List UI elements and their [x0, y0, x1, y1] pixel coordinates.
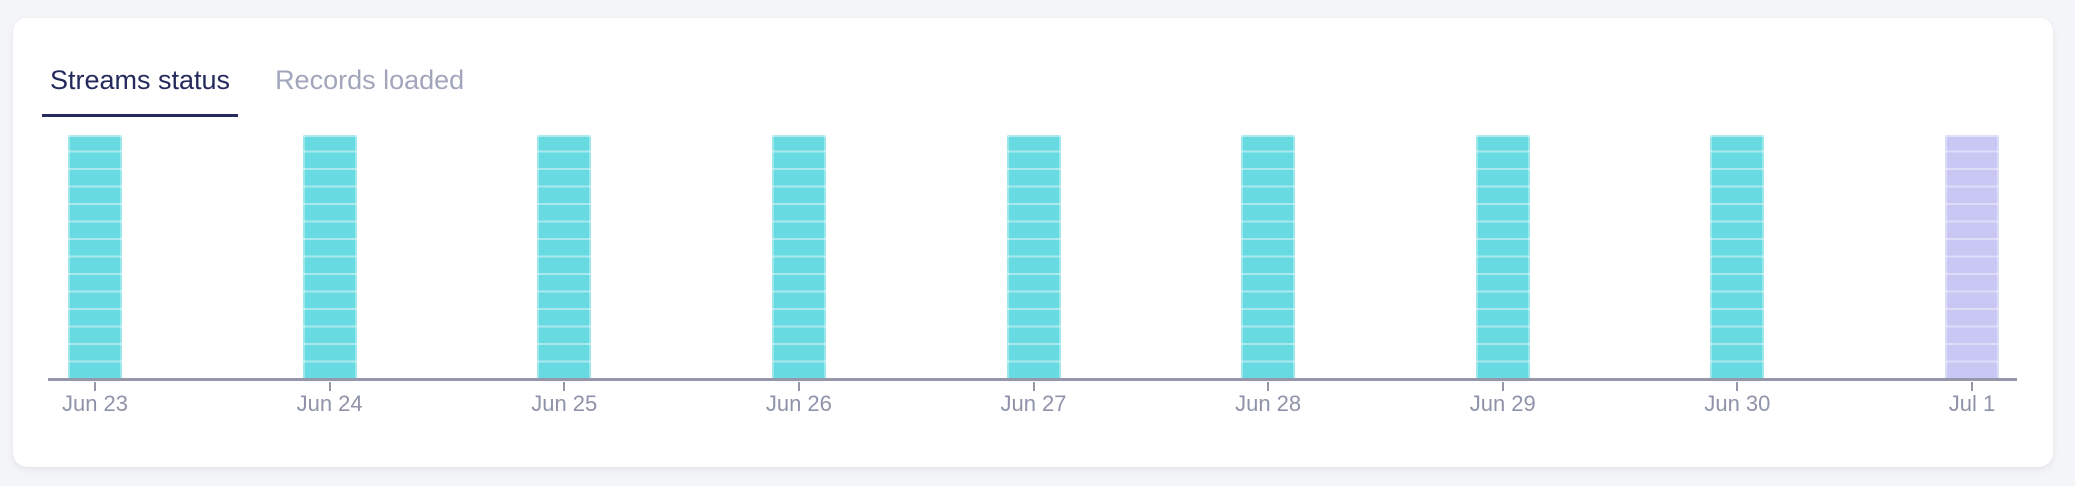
bar-column: Jul 1 [1945, 135, 1999, 416]
bar-jul-1[interactable] [1945, 135, 1999, 380]
bar-column: Jun 28 [1235, 135, 1301, 416]
x-axis-label: Jun 30 [1704, 391, 1771, 416]
x-axis-label: Jun 23 [61, 391, 129, 416]
bar-jun-28[interactable] [1241, 135, 1296, 380]
bar-jun-27[interactable] [1006, 135, 1061, 380]
bar-jun-24[interactable] [302, 135, 357, 380]
bar-jun-23[interactable] [68, 135, 122, 380]
x-axis-line [48, 378, 2017, 381]
axis-tick [1501, 382, 1504, 391]
tab-records-loaded[interactable]: Records loaded [275, 65, 465, 95]
axis-tick [328, 382, 331, 391]
x-axis-label: Jun 24 [296, 391, 363, 416]
x-axis-label: Jun 25 [531, 391, 598, 416]
axis-tick [1971, 382, 1973, 391]
bar-column: Jun 26 [766, 135, 832, 416]
axis-tick [797, 382, 800, 391]
x-axis-label: Jul 1 [1948, 391, 1996, 416]
x-axis-label: Jun 28 [1235, 391, 1302, 416]
tab-bar: Streams status Records loaded [42, 64, 472, 117]
axis-tick [1032, 382, 1035, 391]
bar-column: Jun 29 [1470, 135, 1536, 416]
bar-column: Jun 24 [297, 135, 363, 416]
chart-card: Streams status Records loaded Jun 23 Jun … [13, 18, 2053, 467]
bar-jun-29[interactable] [1475, 135, 1530, 380]
x-axis-label: Jun 27 [1000, 391, 1067, 416]
axis-tick [1267, 382, 1270, 391]
bar-column: Jun 27 [1000, 135, 1067, 416]
axis-tick [563, 382, 566, 391]
bar-jun-25[interactable] [537, 135, 592, 380]
bar-column: Jun 23 [62, 135, 128, 416]
bar-jun-26[interactable] [771, 135, 826, 380]
bar-chart: Jun 23 Jun 24 Jun 25 Jun 26 Jun 27 Jun 28 Jun … [62, 135, 1999, 416]
x-axis-label: Jun 29 [1469, 391, 1536, 416]
bar-jun-30[interactable] [1710, 135, 1765, 380]
axis-tick [94, 382, 96, 391]
axis-tick [1736, 382, 1739, 391]
bar-column: Jun 30 [1704, 135, 1770, 416]
tab-streams-status[interactable]: Streams status [42, 64, 239, 117]
x-axis-label: Jun 26 [765, 391, 832, 416]
bar-column: Jun 25 [531, 135, 597, 416]
